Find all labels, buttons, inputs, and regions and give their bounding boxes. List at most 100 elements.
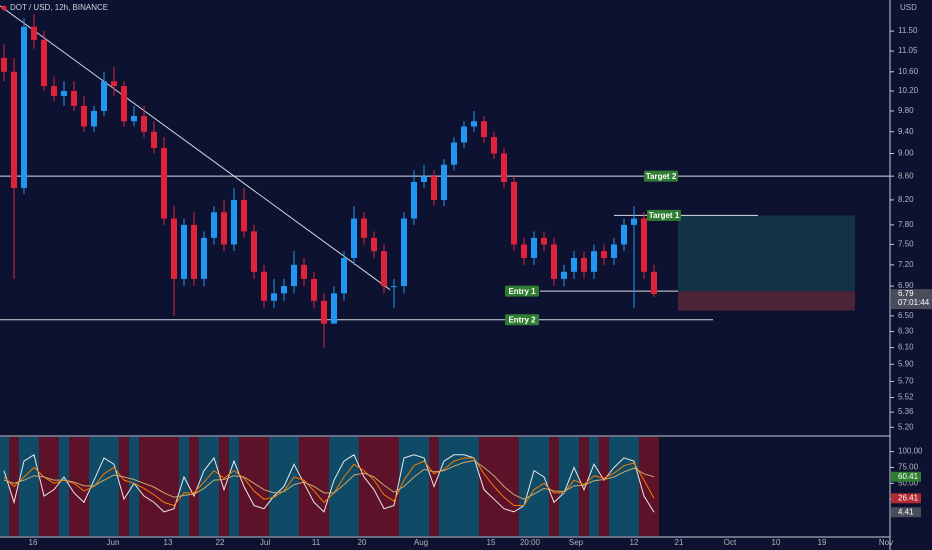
x-tick-label: 22 <box>216 538 225 547</box>
indicator-band <box>579 437 589 536</box>
candle-body <box>261 271 267 301</box>
stop-zone <box>678 291 855 311</box>
candle-body <box>541 237 547 245</box>
candle-body <box>171 218 177 279</box>
indicator-band <box>99 437 109 536</box>
x-tick-label: Sep <box>569 538 584 547</box>
indicator-band <box>29 437 39 536</box>
indicator-band <box>119 437 129 536</box>
indicator-band <box>289 437 299 536</box>
candle-body <box>331 293 337 324</box>
x-tick-label: 10 <box>772 538 781 547</box>
y-tick-label: 9.40 <box>898 127 914 136</box>
indicator-band <box>649 437 659 536</box>
indicator-band <box>449 437 459 536</box>
y-tick-label: 5.20 <box>898 422 914 431</box>
last-price-bg <box>891 289 932 310</box>
candle-body <box>471 121 477 127</box>
indicator-band <box>509 437 519 536</box>
indicator-band <box>69 437 79 536</box>
y-tick-label: 7.20 <box>898 260 914 269</box>
x-tick-label: Jul <box>260 538 270 547</box>
candle-body <box>41 39 47 87</box>
indicator-band <box>389 437 399 536</box>
level-tag-bg <box>505 285 539 297</box>
candle-body <box>491 137 497 154</box>
y-tick-label: 10.20 <box>898 86 919 95</box>
level-tag: Entry 2 <box>505 314 539 326</box>
indicator-band <box>129 437 139 536</box>
target-zone <box>678 215 855 292</box>
x-tick-label: 21 <box>675 538 684 547</box>
candle-body <box>291 264 297 287</box>
x-tick-label: 11 <box>312 538 321 547</box>
candle-body <box>211 212 217 238</box>
indicator-value-bg <box>891 493 921 504</box>
candle-body <box>351 218 357 258</box>
indicator-band <box>19 437 29 536</box>
x-tick-label: 19 <box>818 538 827 547</box>
indicator-band <box>539 437 549 536</box>
indicator-value: 26.41 <box>898 493 919 502</box>
indicator-band <box>209 437 219 536</box>
x-tick-label: 13 <box>164 538 173 547</box>
candle-body <box>301 264 307 279</box>
candle-body <box>201 237 207 279</box>
level-tag-label: Target 2 <box>646 172 677 181</box>
candle-body <box>381 251 387 287</box>
indicator-value: 60.41 <box>898 472 919 481</box>
indicator-band <box>199 437 209 536</box>
candle-body <box>481 121 487 138</box>
x-tick-label: 20:00 <box>520 538 541 547</box>
x-tick-label: Jun <box>107 538 120 547</box>
candle-body <box>61 90 67 96</box>
indicator-band <box>139 437 149 536</box>
candle-body <box>561 271 567 279</box>
level-tag: Entry 1 <box>505 285 539 297</box>
candle-body <box>451 142 457 165</box>
candle-body <box>461 126 467 143</box>
y-tick-label: 6.50 <box>898 311 914 320</box>
candle-body <box>611 244 617 258</box>
candle-body <box>631 218 637 225</box>
indicator-band <box>569 437 579 536</box>
indicator-band <box>109 437 119 536</box>
candle-body <box>71 90 77 106</box>
indicator-band <box>189 437 199 536</box>
y-tick-label: 11.05 <box>898 46 918 55</box>
indicator-y-tick-label: 50.00 <box>898 478 919 487</box>
candle-body <box>531 237 537 258</box>
indicator-band <box>149 437 159 536</box>
indicator-line <box>3 459 655 500</box>
candle-body <box>361 218 367 238</box>
candle-body <box>431 176 437 200</box>
indicator-band <box>169 437 179 536</box>
level-tag-label: Entry 2 <box>508 315 536 324</box>
candle-body <box>421 176 427 182</box>
indicator-band <box>79 437 89 536</box>
candle-body <box>121 86 127 122</box>
indicator-band <box>519 437 529 536</box>
candle-body <box>401 218 407 287</box>
y-tick-label: 6.30 <box>898 327 914 336</box>
indicator-band <box>409 437 419 536</box>
indicator-y-tick-label: 100.00 <box>898 447 923 456</box>
x-tick-label: Nov <box>879 538 893 547</box>
indicator-band <box>249 437 259 536</box>
candle-body <box>441 164 447 200</box>
level-tag-label: Target 1 <box>649 211 680 220</box>
y-tick-label: 5.70 <box>898 377 914 386</box>
candle-body <box>591 251 597 272</box>
x-tick-label: Oct <box>724 538 737 547</box>
countdown: 07:01:44 <box>898 298 930 307</box>
level-tag-bg <box>644 170 678 182</box>
candle-body <box>311 278 317 301</box>
y-tick-label: 7.50 <box>898 240 914 249</box>
candle-body <box>581 257 587 272</box>
y-tick-label: 5.36 <box>898 407 914 416</box>
candle-body <box>391 286 397 288</box>
indicator-band <box>549 437 559 536</box>
y-tick-label: 9.00 <box>898 149 914 158</box>
indicator-band <box>359 437 369 536</box>
indicator-band <box>609 437 619 536</box>
